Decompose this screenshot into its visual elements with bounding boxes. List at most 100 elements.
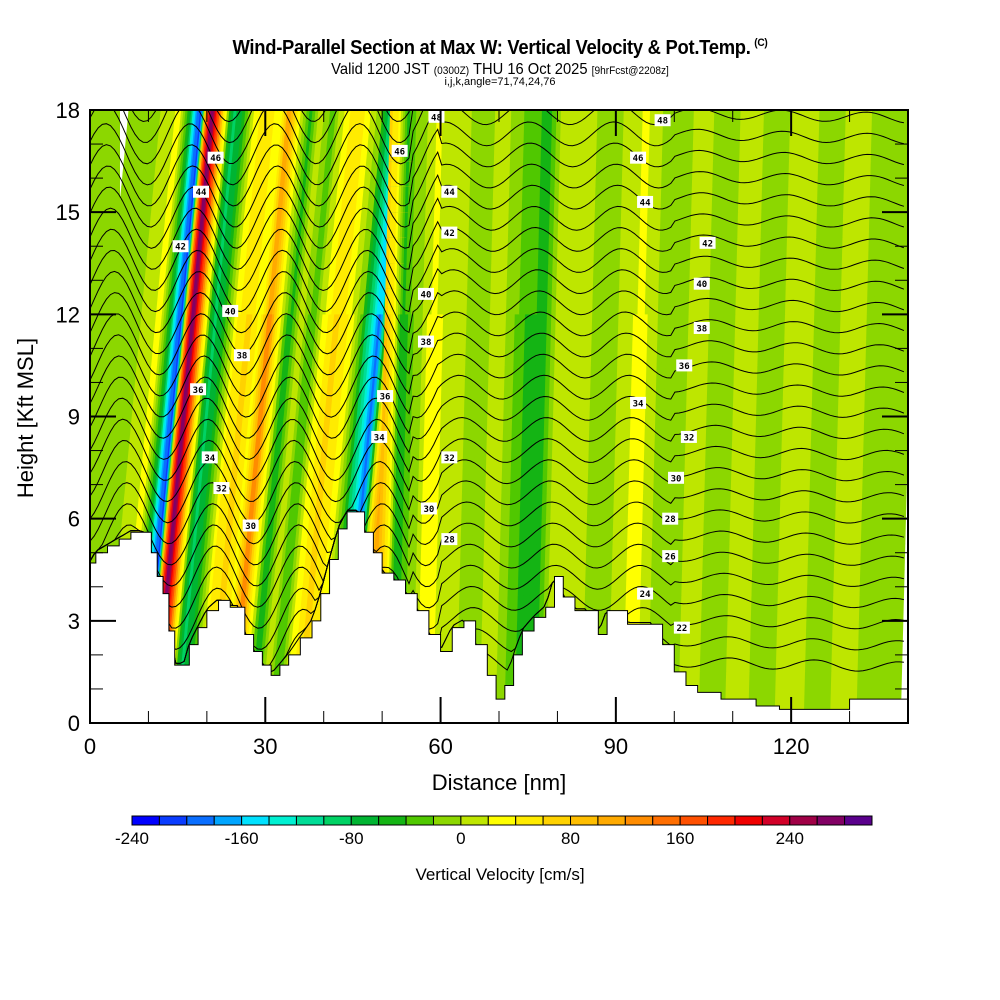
velocity-cell <box>866 288 876 315</box>
velocity-cell <box>760 211 768 238</box>
velocity-cell <box>351 288 358 315</box>
velocity-cell <box>247 186 254 213</box>
velocity-cell <box>873 313 883 340</box>
velocity-cell <box>697 441 707 468</box>
velocity-cell <box>343 441 350 468</box>
velocity-cell <box>143 390 150 417</box>
velocity-cell <box>892 134 902 162</box>
velocity-cell <box>210 543 217 570</box>
velocity-cell <box>808 237 817 264</box>
velocity-cell <box>224 134 230 162</box>
velocity-cell <box>372 492 378 519</box>
velocity-cell <box>582 313 589 340</box>
velocity-cell <box>864 671 873 698</box>
velocity-cell <box>888 569 898 596</box>
velocity-cell <box>268 237 274 264</box>
velocity-cell <box>872 364 881 391</box>
velocity-cell <box>343 186 350 213</box>
velocity-cell <box>715 620 723 647</box>
velocity-cell <box>412 364 418 391</box>
velocity-cell <box>138 415 145 443</box>
velocity-cell <box>588 441 594 468</box>
velocity-cell <box>287 288 294 315</box>
velocity-cell <box>851 313 861 340</box>
velocity-cell <box>282 110 288 136</box>
velocity-cell <box>822 237 832 264</box>
velocity-cell <box>696 211 705 238</box>
velocity-cell <box>279 339 286 366</box>
velocity-cell <box>183 620 190 647</box>
velocity-cell <box>479 237 487 264</box>
velocity-cell <box>246 262 253 289</box>
velocity-cell <box>810 415 820 443</box>
velocity-cell <box>319 160 326 187</box>
velocity-cell <box>251 364 257 391</box>
velocity-cell <box>242 390 249 417</box>
velocity-cell <box>438 262 446 289</box>
velocity-cell <box>703 211 713 238</box>
velocity-cell <box>474 415 483 443</box>
velocity-cell <box>446 594 455 621</box>
velocity-cell <box>209 313 216 340</box>
velocity-cell <box>283 237 290 264</box>
velocity-cell <box>248 492 254 519</box>
velocity-cell <box>565 288 574 315</box>
velocity-cell <box>324 518 331 545</box>
velocity-cell <box>368 262 375 289</box>
velocity-cell <box>362 237 369 264</box>
velocity-cell <box>267 620 274 647</box>
velocity-cell <box>845 313 853 340</box>
velocity-cell <box>326 186 333 213</box>
velocity-cell <box>820 313 830 340</box>
velocity-cell <box>248 441 255 468</box>
velocity-cell <box>232 466 239 494</box>
chart-title: Wind-Parallel Section at Max W: Vertical… <box>40 37 960 60</box>
velocity-cell <box>148 339 155 366</box>
velocity-cell <box>362 364 368 391</box>
velocity-cell <box>276 313 283 340</box>
velocity-cell <box>180 620 187 647</box>
velocity-cell <box>212 339 219 366</box>
velocity-cell <box>221 518 228 545</box>
velocity-cell <box>756 134 764 162</box>
velocity-cell <box>370 186 377 213</box>
velocity-cell <box>709 543 719 570</box>
velocity-cell <box>494 339 502 366</box>
velocity-cell <box>203 313 209 340</box>
velocity-cell <box>711 211 720 238</box>
velocity-cell <box>437 492 446 519</box>
velocity-cell <box>803 415 813 443</box>
velocity-cell <box>490 492 498 519</box>
velocity-cell <box>533 186 541 213</box>
velocity-cell <box>477 313 485 340</box>
velocity-cell <box>896 262 906 289</box>
velocity-cell <box>662 262 669 289</box>
velocity-cell <box>762 134 770 162</box>
velocity-cell <box>455 492 463 519</box>
velocity-cell <box>700 339 709 366</box>
velocity-cell <box>769 313 779 340</box>
velocity-cell <box>600 313 608 340</box>
velocity-cell <box>874 288 883 315</box>
velocity-cell <box>809 186 819 213</box>
velocity-cell <box>542 441 549 468</box>
velocity-cell <box>898 492 907 519</box>
velocity-cell <box>373 441 379 468</box>
velocity-cell <box>456 237 464 264</box>
velocity-cell <box>760 671 770 698</box>
velocity-cell <box>303 492 310 519</box>
velocity-cell <box>315 518 322 545</box>
velocity-cell <box>804 390 813 417</box>
velocity-cell <box>846 492 856 519</box>
velocity-cell <box>752 313 760 340</box>
velocity-cell <box>300 492 307 519</box>
velocity-cell <box>312 237 319 264</box>
velocity-cell <box>728 313 736 340</box>
velocity-cell <box>292 415 299 443</box>
velocity-cell <box>615 415 623 443</box>
velocity-cell <box>591 466 598 494</box>
velocity-cell <box>658 262 665 289</box>
velocity-cell <box>687 569 696 596</box>
velocity-cell <box>530 518 538 545</box>
velocity-cell <box>876 466 886 494</box>
